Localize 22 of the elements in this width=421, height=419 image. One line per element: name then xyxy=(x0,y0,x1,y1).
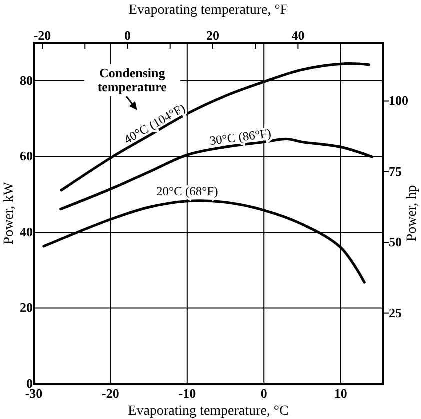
y-tick-label: 60 xyxy=(20,148,33,164)
x-tick-label: 0 xyxy=(260,386,268,401)
y2-tick-label: 50 xyxy=(389,234,402,250)
x2-tick-label: 0 xyxy=(124,28,131,43)
y2-tick-label: 25 xyxy=(389,305,402,320)
y2-tick-label: 75 xyxy=(389,164,402,179)
x2-tick-label: -20 xyxy=(34,28,52,43)
x2-axis-title: Evaporating temperature, °F xyxy=(128,3,288,18)
y2-axis-title: Power, hp xyxy=(405,185,420,242)
y-tick-label: 80 xyxy=(20,72,33,88)
text: 30°C (86°F) xyxy=(209,126,272,148)
x2-tick-label: 20 xyxy=(206,28,220,43)
y-tick-label: 40 xyxy=(20,224,33,240)
y-axis-title: Power, kW xyxy=(2,182,17,245)
y2-tick-label: 100 xyxy=(389,93,408,108)
x-tick-label: 10 xyxy=(334,386,348,401)
y-tick-label: 20 xyxy=(20,300,33,316)
x-tick-label: -10 xyxy=(178,386,196,401)
x2-tick-label: 40 xyxy=(292,28,305,43)
x-axis-title: Evaporating temperature, °C xyxy=(128,404,289,419)
x-tick-label: -20 xyxy=(102,386,120,401)
annotation: Condensing temperature xyxy=(98,65,168,94)
